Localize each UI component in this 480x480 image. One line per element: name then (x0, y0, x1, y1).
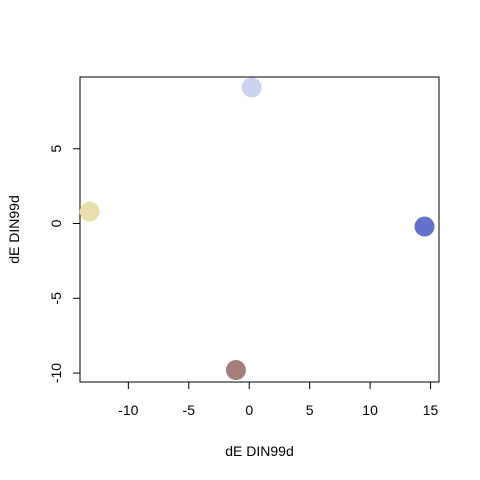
data-point (79, 201, 100, 222)
y-tick-label: -5 (48, 292, 64, 305)
y-tick-label: 5 (48, 145, 64, 153)
data-points (79, 77, 435, 381)
y-tick-label: -10 (48, 363, 64, 383)
plot-area-frame (79, 76, 440, 383)
x-axis: -10 -5 0 5 10 15 (118, 381, 439, 418)
x-axis-label: dE DIN99d (225, 443, 293, 459)
data-point (414, 216, 435, 237)
x-tick-label: 15 (423, 402, 439, 418)
data-point (241, 77, 262, 98)
x-tick-label: 0 (245, 402, 253, 418)
y-axis-label: dE DIN99d (6, 195, 22, 263)
y-tick-label: 0 (48, 219, 64, 227)
x-tick-label: -5 (183, 402, 196, 418)
y-axis: -10 -5 0 5 (48, 145, 81, 383)
x-tick-label: 10 (362, 402, 378, 418)
x-tick-label: -10 (118, 402, 138, 418)
data-point (225, 360, 246, 381)
x-tick-label: 5 (306, 402, 314, 418)
